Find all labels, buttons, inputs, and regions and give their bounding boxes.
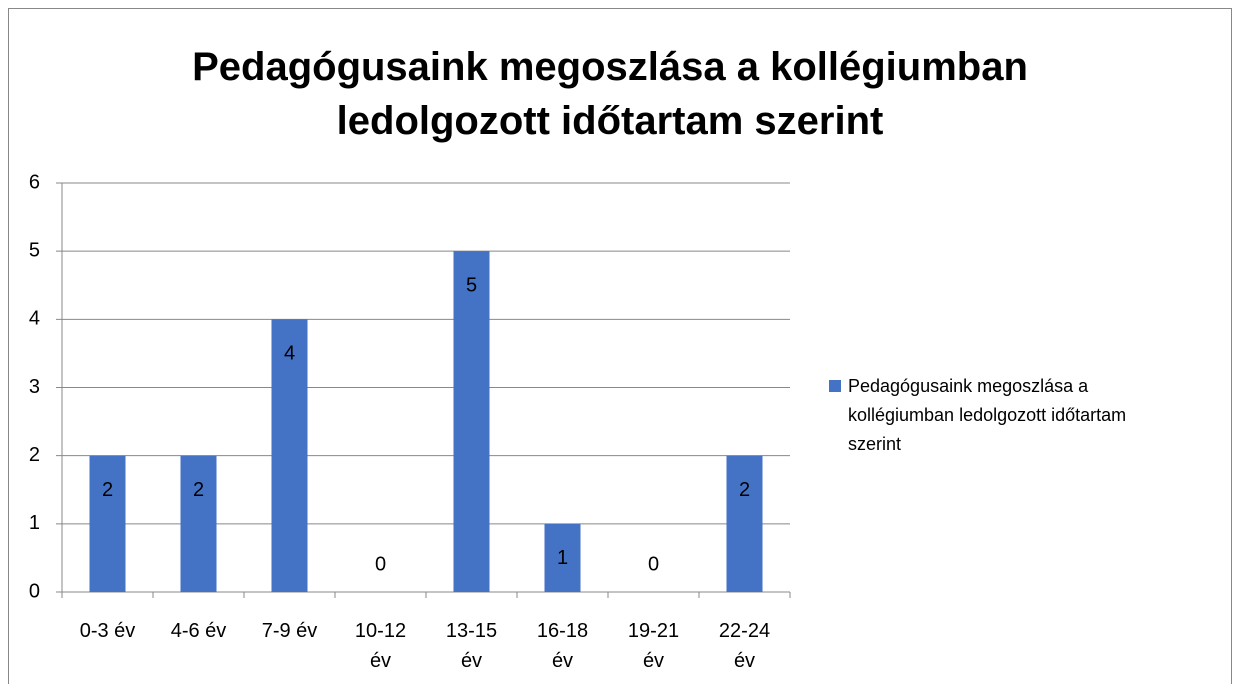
bar bbox=[453, 251, 490, 592]
data-label: 2 bbox=[193, 479, 204, 501]
legend-label: Pedagógusaink megoszlása a kollégiumban … bbox=[848, 376, 1127, 454]
y-tick-label: 1 bbox=[29, 512, 40, 534]
y-tick-label: 4 bbox=[29, 308, 40, 330]
bar bbox=[89, 455, 126, 592]
bar bbox=[180, 455, 217, 592]
bar bbox=[271, 319, 308, 592]
x-tick-label: 16-18 év bbox=[536, 620, 589, 672]
data-label: 1 bbox=[557, 547, 568, 569]
x-tick-label: 10-12 év bbox=[354, 620, 407, 672]
data-label: 0 bbox=[648, 553, 659, 575]
y-tick-label: 0 bbox=[29, 580, 40, 602]
x-tick-label: 4-6 év bbox=[170, 620, 227, 642]
data-label: 5 bbox=[466, 274, 477, 296]
chart-border bbox=[8, 8, 1232, 684]
y-tick-label: 6 bbox=[29, 171, 40, 193]
chart-title: Pedagógusaink megoszlása a kollégiumban … bbox=[192, 45, 1028, 143]
data-label: 0 bbox=[375, 553, 386, 575]
data-label: 2 bbox=[739, 479, 750, 501]
legend-swatch bbox=[829, 380, 841, 392]
bar bbox=[726, 455, 763, 592]
bar bbox=[544, 523, 581, 592]
y-tick-label: 3 bbox=[29, 376, 40, 398]
x-tick-label: 0-3 év bbox=[79, 620, 136, 642]
data-label: 4 bbox=[284, 343, 295, 365]
x-tick-label: 19-21 év bbox=[627, 620, 680, 672]
y-tick-label: 5 bbox=[29, 239, 40, 261]
x-tick-label: 22-24 év bbox=[718, 620, 771, 672]
x-tick-label: 7-9 év bbox=[261, 620, 318, 642]
x-tick-label: 13-15 év bbox=[445, 620, 498, 672]
data-label: 2 bbox=[102, 479, 113, 501]
y-tick-label: 2 bbox=[29, 444, 40, 466]
